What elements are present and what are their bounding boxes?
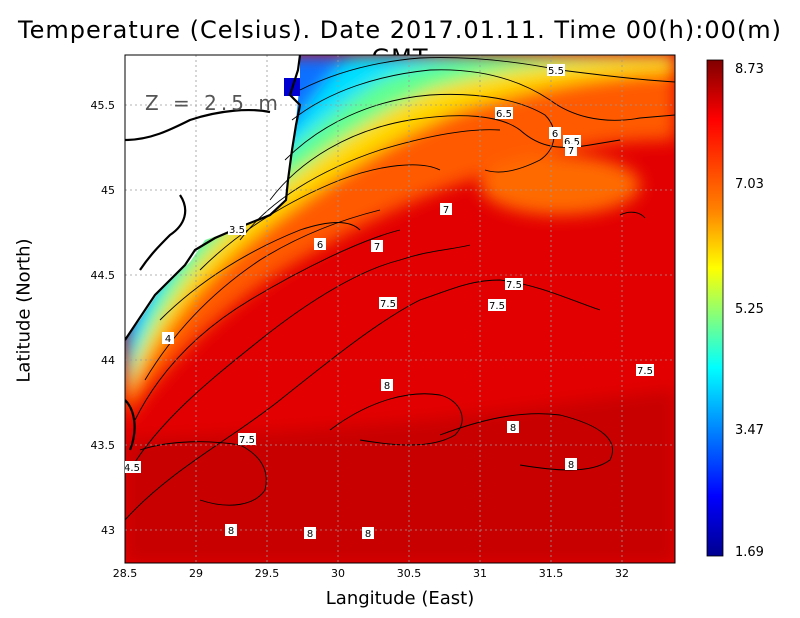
contour-label: 3.5 xyxy=(228,223,246,236)
temperature-field xyxy=(125,55,675,563)
contour-label: 8 xyxy=(381,379,393,392)
contour-label: 5.5 xyxy=(547,64,565,77)
svg-text:7.5: 7.5 xyxy=(380,299,396,310)
contour-label: 8 xyxy=(362,527,374,540)
svg-text:7.5: 7.5 xyxy=(506,280,522,291)
y-tick-label: 43 xyxy=(101,524,115,537)
coastline xyxy=(125,55,302,451)
y-axis-label: Latitude (North) xyxy=(13,238,35,383)
svg-text:6: 6 xyxy=(317,240,323,251)
svg-text:4.5: 4.5 xyxy=(124,463,140,474)
contour-label: 4.5 xyxy=(124,461,141,474)
contour-label: 8 xyxy=(225,524,237,537)
y-tick-label: 44.5 xyxy=(91,269,116,282)
contour-label: 7 xyxy=(371,240,383,253)
x-tick-label: 28.5 xyxy=(113,567,138,580)
y-tick-label: 45 xyxy=(101,184,115,197)
svg-text:6: 6 xyxy=(552,129,558,140)
grid-lines xyxy=(125,55,675,563)
svg-text:7: 7 xyxy=(443,205,449,216)
svg-text:8: 8 xyxy=(384,381,390,392)
svg-text:8: 8 xyxy=(510,423,516,434)
svg-text:7.5: 7.5 xyxy=(489,301,505,312)
svg-text:7: 7 xyxy=(568,146,574,157)
svg-text:8: 8 xyxy=(228,526,234,537)
x-tick-label: 30 xyxy=(331,567,345,580)
svg-text:8: 8 xyxy=(307,529,313,540)
contour-label: 8 xyxy=(565,458,577,471)
svg-text:7.5: 7.5 xyxy=(637,366,653,377)
contour-label: 7.5 xyxy=(488,299,506,312)
colorbar-tick-labels: 8.73 7.03 5.25 3.47 1.69 xyxy=(735,62,764,560)
y-tick-label: 44 xyxy=(101,354,115,367)
contour-label: 6 xyxy=(549,127,561,140)
x-tick-label: 31 xyxy=(473,567,487,580)
contour-label: 6.5 xyxy=(495,107,513,120)
colorbar-tick-label: 7.03 xyxy=(735,177,764,192)
contour-label: 7.5 xyxy=(505,278,523,291)
svg-text:3.5: 3.5 xyxy=(229,225,245,236)
contour-label: 7.5 xyxy=(636,364,654,377)
x-tick-label: 29.5 xyxy=(255,567,280,580)
contour-label: 7.5 xyxy=(379,297,397,310)
y-tick-label: 45.5 xyxy=(91,99,116,112)
contour-labels: 5.5 6.5 6 6.5 7 7 3.5 6 7 7.5 7.5 7.5 4 … xyxy=(124,64,654,540)
x-tick-label: 30.5 xyxy=(397,567,422,580)
colorbar-tick-label: 5.25 xyxy=(735,302,764,317)
svg-text:4: 4 xyxy=(165,334,171,345)
colorbar-tick-label: 3.47 xyxy=(735,423,764,438)
contour-label: 7.5 xyxy=(238,433,256,446)
x-tick-labels: 28.5 29 29.5 30 30.5 31 31.5 32 xyxy=(113,567,629,580)
map-frame xyxy=(124,54,676,564)
svg-text:7: 7 xyxy=(374,242,380,253)
contour-label: 8 xyxy=(304,527,316,540)
contour-label: 7 xyxy=(440,203,452,216)
y-tick-label: 43.5 xyxy=(91,439,116,452)
svg-text:8: 8 xyxy=(568,460,574,471)
colorbar-tick-label: 1.69 xyxy=(735,545,764,560)
contour-label: 7 xyxy=(565,144,577,157)
x-tick-label: 32 xyxy=(615,567,629,580)
contour-label: 8 xyxy=(507,421,519,434)
svg-text:6.5: 6.5 xyxy=(564,137,580,148)
svg-text:7.5: 7.5 xyxy=(239,435,255,446)
contour-label: 6 xyxy=(314,238,326,251)
depth-label: Z = 2.5 m xyxy=(145,91,282,115)
y-tick-labels: 43 43.5 44 44.5 45 45.5 xyxy=(91,99,116,537)
svg-text:6.5: 6.5 xyxy=(496,109,512,120)
svg-text:5.5: 5.5 xyxy=(548,66,564,77)
x-tick-label: 29 xyxy=(189,567,203,580)
x-axis-label: Langitude (East) xyxy=(325,588,475,609)
x-tick-label: 31.5 xyxy=(539,567,564,580)
colorbar xyxy=(706,59,724,557)
colorbar-tick-label: 8.73 xyxy=(735,62,764,77)
contour-label: 4 xyxy=(162,332,174,345)
svg-text:8: 8 xyxy=(365,529,371,540)
